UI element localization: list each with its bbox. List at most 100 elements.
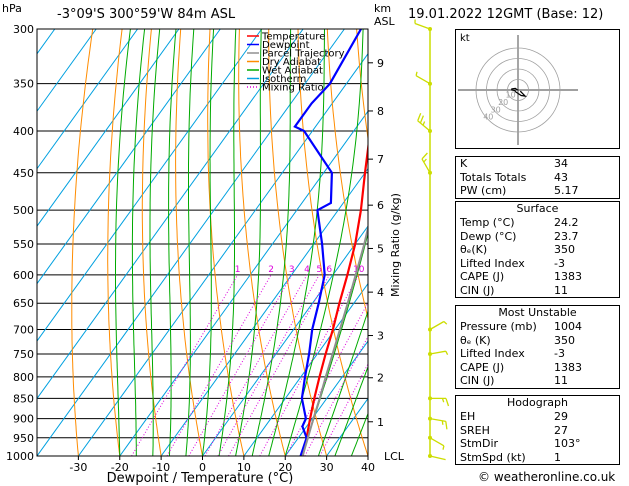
wind-barb — [429, 350, 449, 355]
km-tick-label: 3 — [377, 330, 384, 343]
pressure-tick-label: 800 — [13, 371, 34, 384]
wet-adiabat — [235, 29, 262, 456]
index-totals-row: Totals Totals 43 — [460, 170, 568, 184]
mixing-ratio-label: 15 — [377, 265, 388, 275]
mixing-ratio-line — [319, 362, 368, 456]
wind-barb-base — [428, 81, 432, 86]
wet-adiabat — [268, 29, 325, 456]
mixing-ratio-label: 1 — [235, 265, 241, 275]
hodograph-value: 103° — [554, 437, 581, 450]
wet-adiabat — [115, 29, 131, 456]
height-axis: 1 2 3 4 5 6 7 8 9 — [368, 57, 384, 429]
pressure-tick-label: 1000 — [6, 450, 34, 463]
hodograph-table: Hodograph EH 29 SREH 27 StmDir 103° StmSpd (kt… — [455, 395, 620, 465]
temp-tick-label: 40 — [361, 461, 375, 474]
mixing-ratio-line — [285, 301, 368, 456]
most-unstable-row: CAPE (J) 1383 — [456, 361, 619, 375]
isotherm — [37, 29, 345, 456]
hodograph-value: 27 — [554, 423, 568, 437]
lcl-label: LCL — [384, 450, 405, 463]
hodograph-label: SREH — [460, 423, 490, 437]
pressure-tick-label: 750 — [13, 348, 34, 361]
dry-adiabat — [71, 29, 94, 456]
hodograph-ring-label: 10 — [506, 90, 516, 99]
mixing-ratio-label: 2 — [268, 265, 274, 275]
surface-title: Surface — [516, 202, 559, 215]
dry-adiabat — [175, 29, 203, 456]
hodograph-ring-label: 40 — [483, 113, 493, 122]
temp-tick-label: 30 — [320, 461, 334, 474]
wet-adiabat — [149, 29, 161, 456]
wind-barb-base — [428, 416, 432, 421]
dry-adiabat — [356, 29, 368, 142]
most-unstable-value: 1383 — [554, 360, 582, 374]
wet-adiabat — [168, 29, 177, 456]
hodograph-ring-label: 20 — [498, 98, 508, 107]
pressure-tick-label: 650 — [13, 297, 34, 310]
wind-barb — [429, 417, 448, 430]
most-unstable-label: θₑ (K) — [460, 333, 491, 347]
wet-adiabat — [185, 29, 195, 456]
surface-label: Temp (°C) — [460, 216, 515, 229]
asl-label: ASL — [374, 15, 395, 28]
surface-row: CAPE (J) 1383 — [456, 270, 619, 284]
most-unstable-label: Pressure (mb) — [460, 320, 537, 333]
mixing-ratio-label: 25 — [409, 265, 420, 275]
mixing-ratio-line — [166, 274, 272, 456]
mixing-ratio-line — [217, 274, 320, 456]
most-unstable-label: CIN (J) — [460, 374, 495, 387]
temperature-axis: -30 -20 -10 0 10 20 30 40 — [69, 456, 375, 474]
most-unstable-value: 350 — [554, 333, 575, 347]
km-label: km — [374, 2, 392, 15]
pressure-tick-label: 500 — [13, 204, 34, 217]
pressure-tick-label: 850 — [13, 392, 34, 405]
legend-entry: Parcel Trajectory — [262, 49, 345, 60]
hodograph-ring — [486, 58, 550, 122]
km-tick-label: 6 — [377, 199, 384, 212]
wet-adiabat — [334, 365, 368, 456]
wind-barb-base — [428, 454, 432, 458]
surface-label: Lifted Index — [460, 256, 525, 270]
wind-barb-base — [428, 27, 432, 31]
wind-barb-base — [428, 129, 432, 133]
isotherm — [243, 282, 368, 456]
most-unstable-row: θₑ (K) 350 — [456, 334, 619, 348]
most-unstable-row: Lifted Index -3 — [456, 347, 619, 361]
most-unstable-label: CAPE (J) — [460, 360, 505, 374]
pressure-tick-label: 600 — [13, 269, 34, 282]
dry-adiabat — [141, 29, 162, 456]
mixing-ratio-label: 6 — [326, 265, 332, 275]
wind-barb — [414, 19, 431, 30]
surface-value: 1383 — [554, 270, 582, 283]
most-unstable-table: Most Unstable Pressure (mb) 1004 θₑ (K) 350… — [455, 305, 620, 389]
wind-barb — [415, 71, 431, 85]
wet-adiabat — [218, 29, 237, 456]
hodograph-label: StmDir — [460, 437, 499, 450]
surface-label: θₑ(K) — [460, 243, 488, 256]
most-unstable-row: CIN (J) 11 — [456, 374, 619, 388]
wind-barb — [430, 397, 450, 407]
mixing-ratio-axis-label: Mixing Ratio (g/kg) — [389, 193, 402, 297]
pressure-tick-label: 400 — [13, 125, 34, 138]
most-unstable-value: 11 — [554, 374, 568, 387]
temp-tick-label: -20 — [111, 461, 129, 474]
isotherm — [77, 52, 368, 456]
dry-adiabat — [207, 29, 245, 456]
copyright: © weatheronline.co.uk — [478, 470, 616, 484]
surface-table: Surface Temp (°C) 24.2 Dewp (°C) 23.7 θₑ(K) 3… — [455, 201, 620, 298]
surface-value: 11 — [554, 283, 568, 297]
km-tick-label: 9 — [377, 57, 384, 70]
hodograph-row: SREH 27 — [456, 424, 619, 438]
temp-tick-label: 20 — [278, 461, 292, 474]
surface-value: -3 — [554, 256, 565, 270]
station-info: -3°09'S 300°59'W 84m ASL — [57, 7, 236, 22]
mixing-ratio-line — [259, 274, 360, 456]
wet-adiabat — [202, 29, 215, 456]
pressure-tick-label: 900 — [13, 413, 34, 426]
hodograph-ring-label: 30 — [491, 105, 501, 114]
legend-entry: Dry Adiabat — [262, 57, 321, 68]
hodograph-ring — [507, 79, 529, 101]
hodograph-row: EH 29 — [456, 410, 619, 424]
dry-adiabat — [107, 29, 123, 456]
